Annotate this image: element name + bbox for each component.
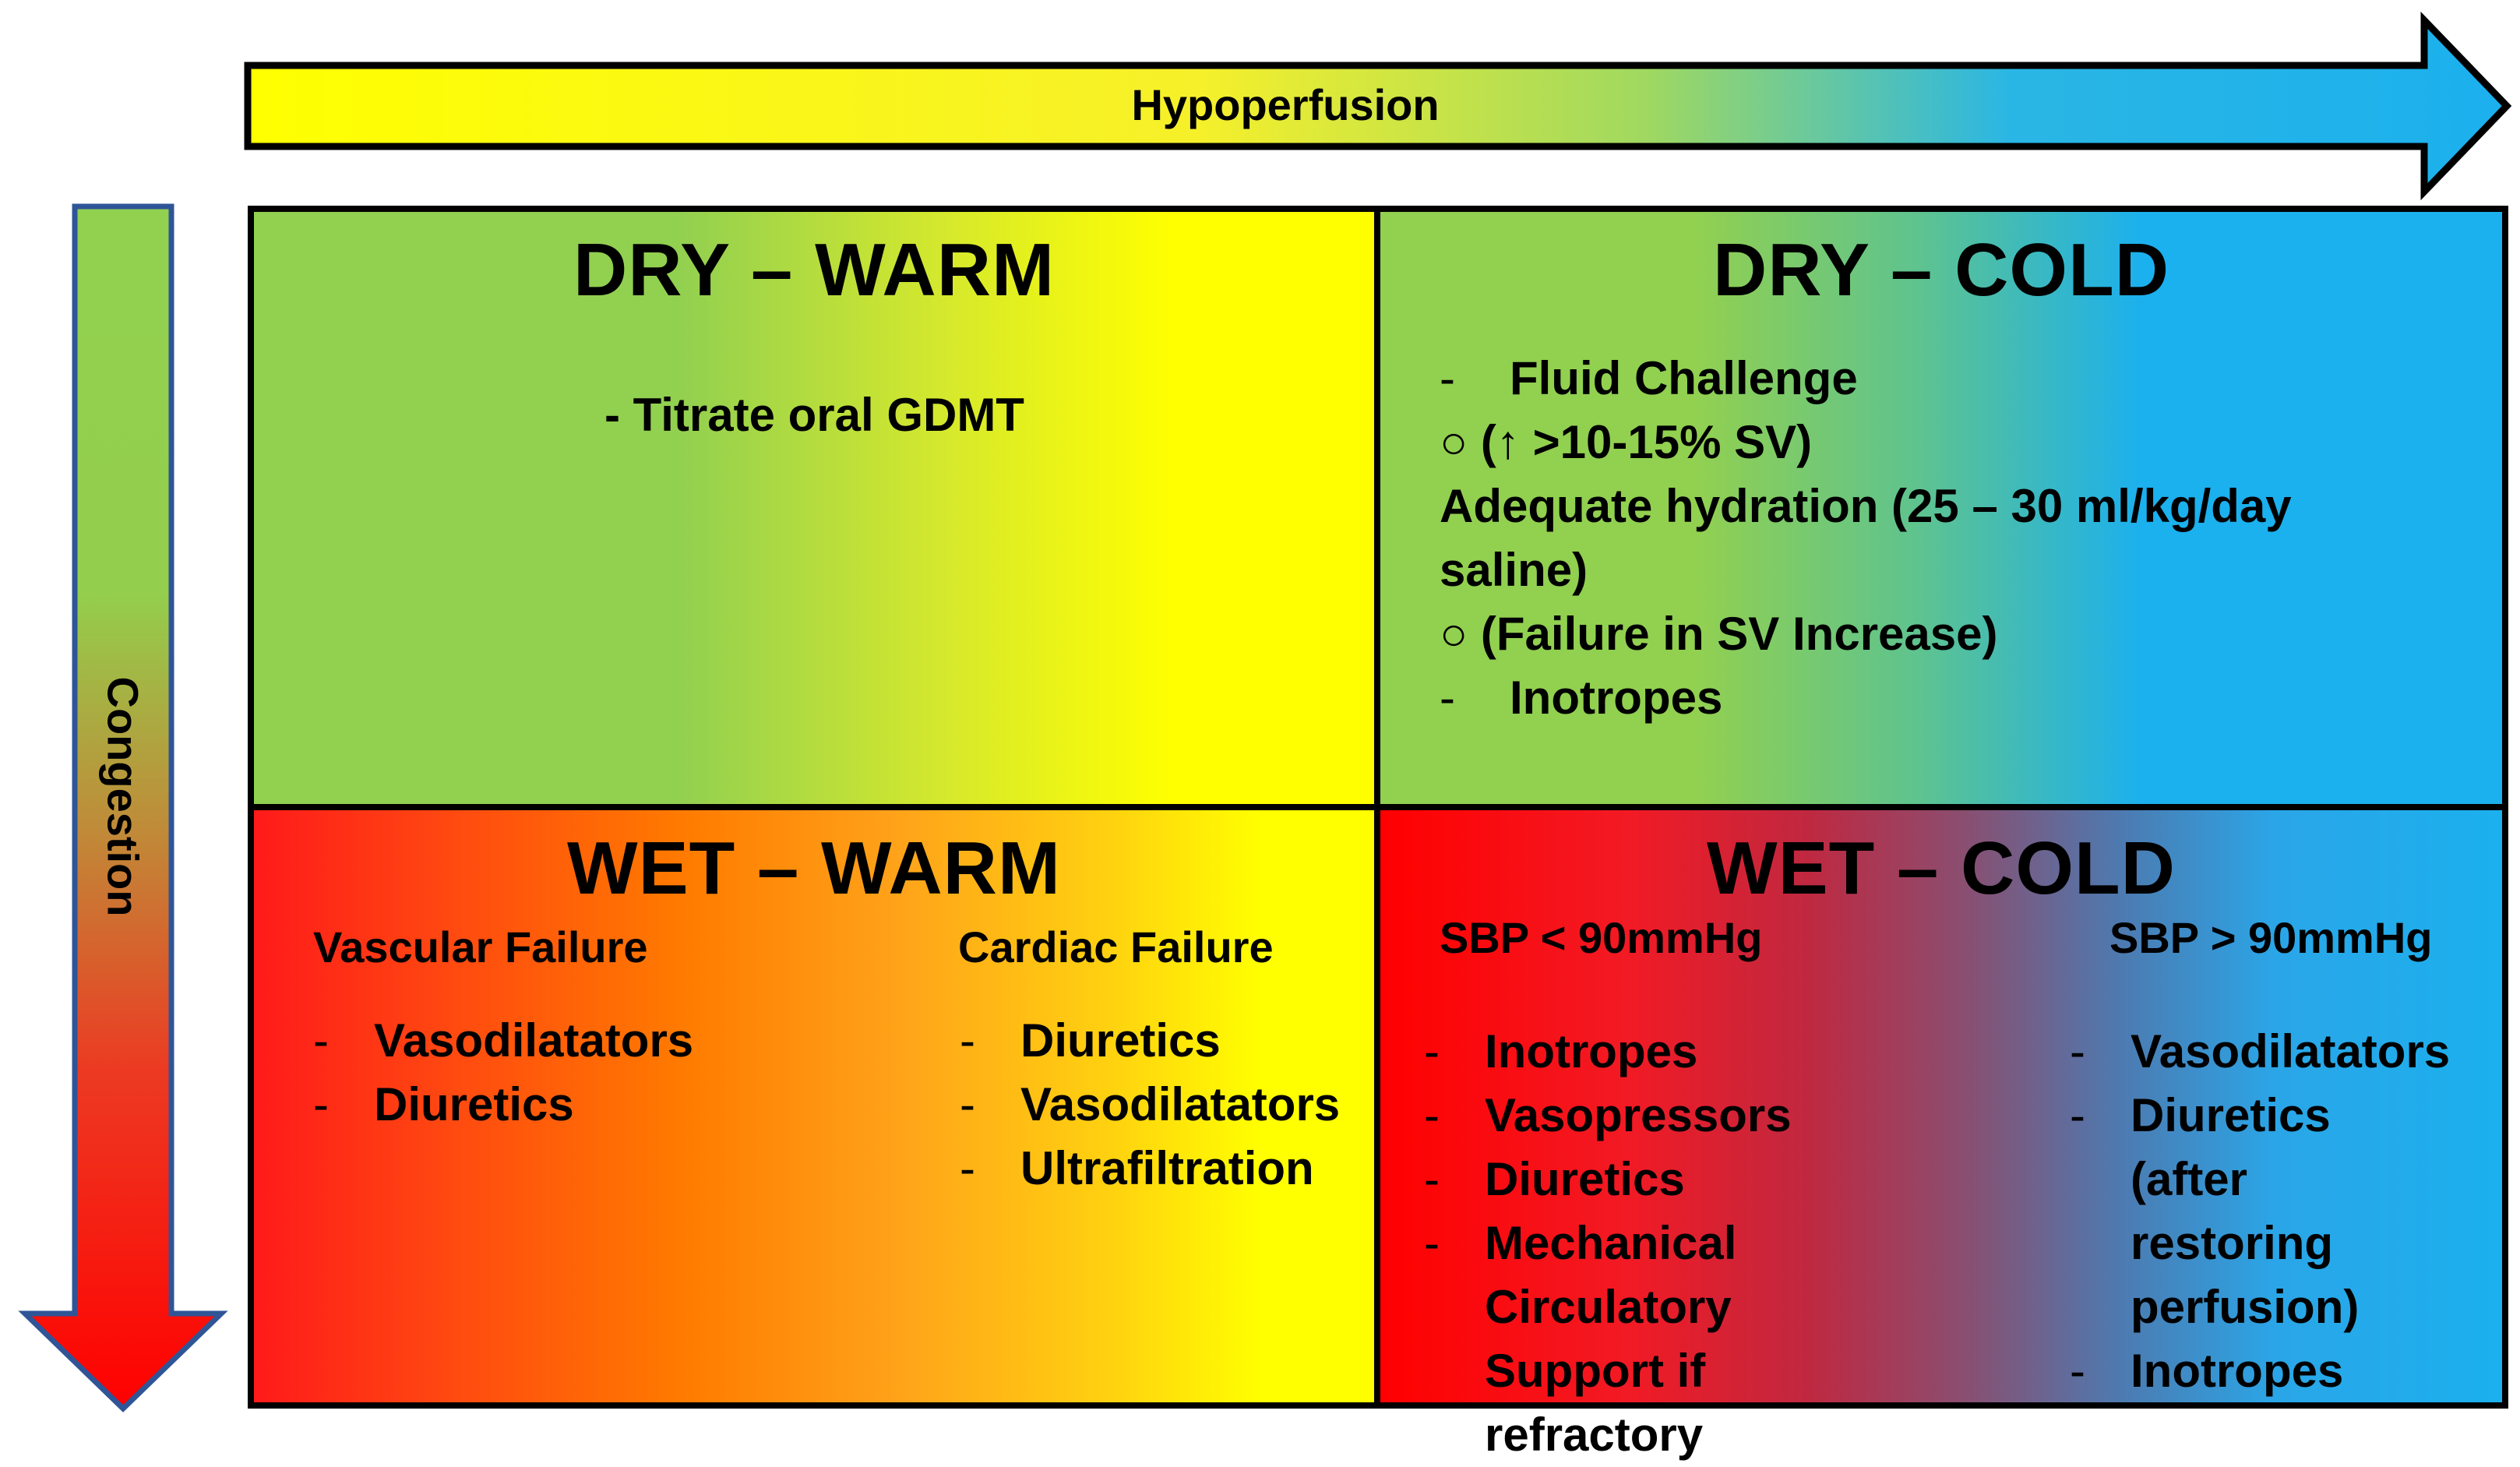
dry-cold-line: ○ (↑ >10-15% SV): [1440, 416, 1813, 468]
vascular-failure-heading: Vascular Failure: [313, 922, 648, 972]
cardiac-failure-list: - Diuretics - Vasodilatators - Ultrafiltrat…: [960, 1009, 1340, 1201]
sbp-low-list: - Inotropes - Vasopressors - Diuretics - Mec…: [1424, 1020, 1985, 1467]
quadrant-wet-warm: WET – WARM Vascular Failure Cardiac Fail…: [248, 807, 1377, 1409]
dry-cold-line: - Inotropes: [1440, 672, 1723, 724]
dry-warm-title: DRY – WARM: [573, 228, 1056, 312]
hypoperfusion-arrow: [244, 11, 2512, 201]
dry-cold-line: - Fluid Challenge: [1440, 352, 1858, 404]
hypoperfusion-label: Hypoperfusion: [1131, 80, 1440, 129]
quadrant-dry-cold: DRY – COLD - Fluid Challenge ○ (↑ >10-15…: [1377, 206, 2508, 807]
list-item: - Vasodilatators: [313, 1014, 694, 1067]
list-item: - Inotropes: [2070, 1345, 2344, 1397]
circle-bullet: ○: [1440, 416, 1468, 468]
congestion-label: Congestion: [98, 676, 148, 917]
list-item: - Vasodilatators: [2070, 1025, 2451, 1077]
dry-cold-line: ○ (Failure in SV Increase): [1440, 608, 1998, 660]
dry-cold-title: DRY – COLD: [1712, 228, 2170, 312]
list-item: - Diuretics: [1424, 1153, 1685, 1205]
congestion-arrow-shape: [18, 203, 228, 1412]
circle-bullet: ○: [1440, 608, 1468, 660]
vascular-failure-list: - Vasodilatators - Diuretics: [313, 1009, 693, 1137]
list-item: - Ultrafiltration: [960, 1142, 1314, 1194]
cardiac-failure-heading: Cardiac Failure: [958, 922, 1274, 972]
dry-warm-text: - Titrate oral GDMT: [604, 389, 1024, 441]
congestion-arrow: [18, 203, 228, 1412]
quadrant-wet-cold: WET – COLD SBP < 90mmHg SBP > 90mmHg - In…: [1377, 807, 2508, 1461]
dry-cold-line: Adequate hydration (25 – 30 ml/kg/day: [1440, 480, 2292, 532]
list-item: - Inotropes: [1424, 1025, 1698, 1077]
sbp-low-heading: SBP < 90mmHg: [1440, 913, 1763, 962]
list-item: - Vasopressors: [1424, 1089, 1792, 1141]
quadrant-dry-warm: DRY – WARM - Titrate oral GDMT: [248, 206, 1377, 807]
list-item: - Diuretics: [313, 1078, 574, 1130]
sbp-high-list: - Vasodilatators - Diuretics (after restor…: [2070, 1020, 2475, 1403]
wet-cold-title: WET – COLD: [1707, 827, 2176, 910]
list-item: - Vasodilatators: [960, 1078, 1341, 1130]
hypoperfusion-arrow-shape: [244, 11, 2512, 201]
list-item: - Diuretics (after restoring perfusion): [2070, 1089, 2360, 1333]
dash-bullet: -: [1440, 672, 1455, 724]
wet-warm-title: WET – WARM: [567, 827, 1061, 910]
dash-bullet: -: [1440, 352, 1455, 404]
sbp-high-heading: SBP > 90mmHg: [2109, 913, 2433, 962]
list-item: - Mechanical Circulatory Support if refra…: [1424, 1217, 1737, 1461]
list-item: - Diuretics: [960, 1014, 1221, 1067]
dry-cold-line: saline): [1440, 544, 1588, 596]
